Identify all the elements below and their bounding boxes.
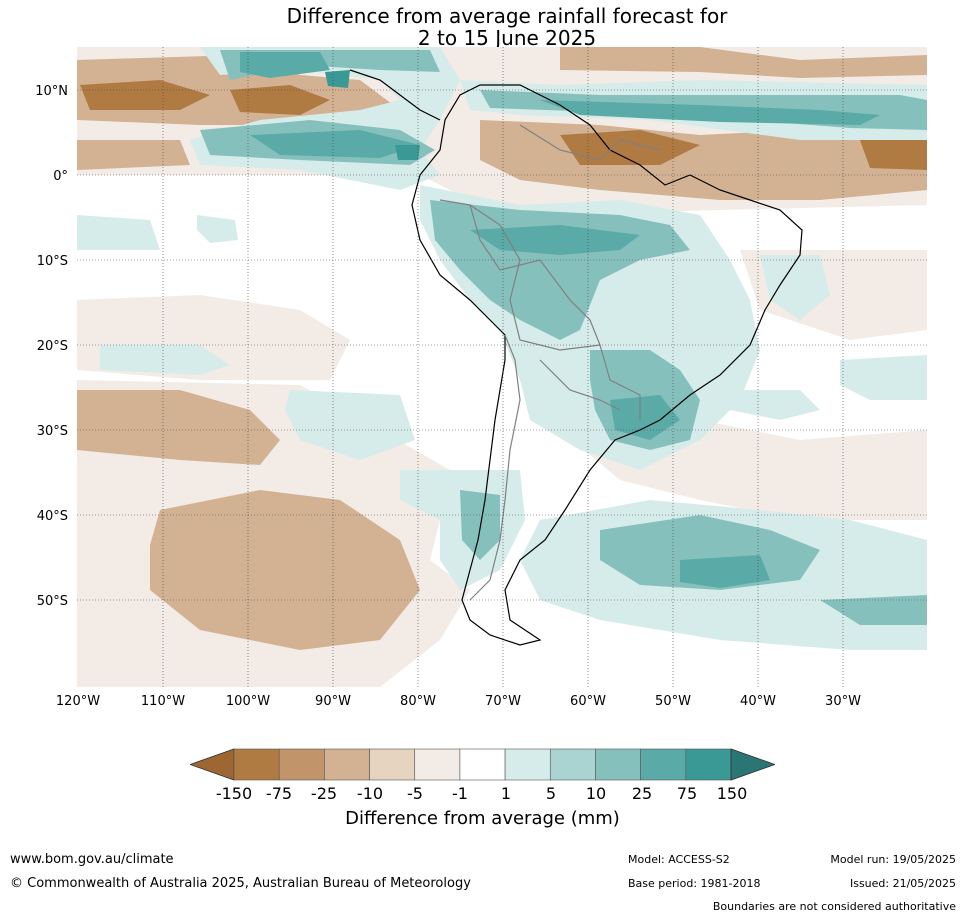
- dry-anomaly-dark: [80, 80, 927, 170]
- legend-swatch: [278, 748, 325, 781]
- legend-arrow-high: [730, 748, 775, 781]
- footer-model-run: Model run: 19/05/2025: [830, 853, 956, 866]
- legend-title: Difference from average (mm): [345, 808, 620, 829]
- lon-label: 90°W: [315, 694, 351, 709]
- footer-boundary-note: Boundaries are not considered authoritat…: [712, 900, 956, 913]
- lat-label: 40°S: [37, 509, 68, 524]
- longitude-labels: 120°W 110°W 100°W 90°W 80°W 70°W 60°W 50…: [56, 694, 861, 709]
- legend-tick: 150: [716, 784, 748, 803]
- latitude-labels: 10°N 0° 10°S 20°S 30°S 40°S 50°S: [35, 84, 68, 609]
- map-title-line2: 2 to 15 June 2025: [417, 26, 597, 50]
- lon-label: 110°W: [141, 694, 185, 709]
- legend-swatch: [595, 748, 641, 781]
- lat-label: 10°S: [37, 254, 68, 269]
- legend-tick: 10: [585, 784, 607, 803]
- legend-tick: 1: [500, 784, 512, 803]
- lon-label: 80°W: [400, 694, 436, 709]
- footer-copyright: © Commonwealth of Australia 2025, Austra…: [10, 876, 471, 891]
- legend-swatch: [233, 748, 280, 781]
- legend-tick: -150: [215, 784, 253, 803]
- lat-label: 0°: [53, 169, 68, 184]
- gridlines: [77, 47, 927, 687]
- footer-issued: Issued: 21/05/2025: [849, 877, 956, 890]
- legend-swatch: [549, 748, 596, 781]
- legend-tick: -5: [407, 784, 423, 803]
- color-legend-bar: [190, 748, 775, 781]
- lon-label: 50°W: [655, 694, 691, 709]
- legend-swatches: [190, 748, 775, 781]
- lon-label: 100°W: [226, 694, 270, 709]
- legend-tick: 5: [545, 784, 557, 803]
- legend-tick: -25: [310, 784, 338, 803]
- legend-swatch: [685, 748, 732, 781]
- legend-arrow-low: [190, 748, 235, 781]
- legend-tick: -1: [452, 784, 468, 803]
- wet-anomaly-darkest: [325, 70, 420, 160]
- legend-swatch: [324, 748, 370, 781]
- lat-label: 50°S: [37, 594, 68, 609]
- legend-swatch: [459, 748, 506, 781]
- lon-label: 30°W: [825, 694, 861, 709]
- legend-swatch: [504, 748, 551, 781]
- lon-label: 70°W: [485, 694, 521, 709]
- legend-tick: 25: [631, 784, 653, 803]
- wet-anomaly-dark: [240, 52, 880, 588]
- legend-tick: -10: [356, 784, 384, 803]
- rainfall-anomaly-map: 10°N 0° 10°S 20°S 30°S 40°S 50°S 120°W 1…: [35, 47, 927, 709]
- lat-label: 30°S: [37, 424, 68, 439]
- lon-label: 120°W: [56, 694, 100, 709]
- legend-tick: -75: [265, 784, 293, 803]
- legend-swatch: [369, 748, 416, 781]
- lon-label: 40°W: [740, 694, 776, 709]
- legend-swatch: [414, 748, 461, 781]
- legend-swatch: [640, 748, 687, 781]
- footer-model: Model: ACCESS-S2: [628, 853, 730, 866]
- lon-label: 60°W: [570, 694, 606, 709]
- footer-base-period: Base period: 1981-2018: [628, 877, 761, 890]
- legend-tick: 75: [676, 784, 698, 803]
- lat-label: 20°S: [37, 339, 68, 354]
- lat-label: 10°N: [35, 84, 68, 99]
- footer-url: www.bom.gov.au/climate: [10, 852, 174, 867]
- map-title-line1: Difference from average rainfall forecas…: [286, 4, 728, 28]
- coastlines: [349, 69, 803, 646]
